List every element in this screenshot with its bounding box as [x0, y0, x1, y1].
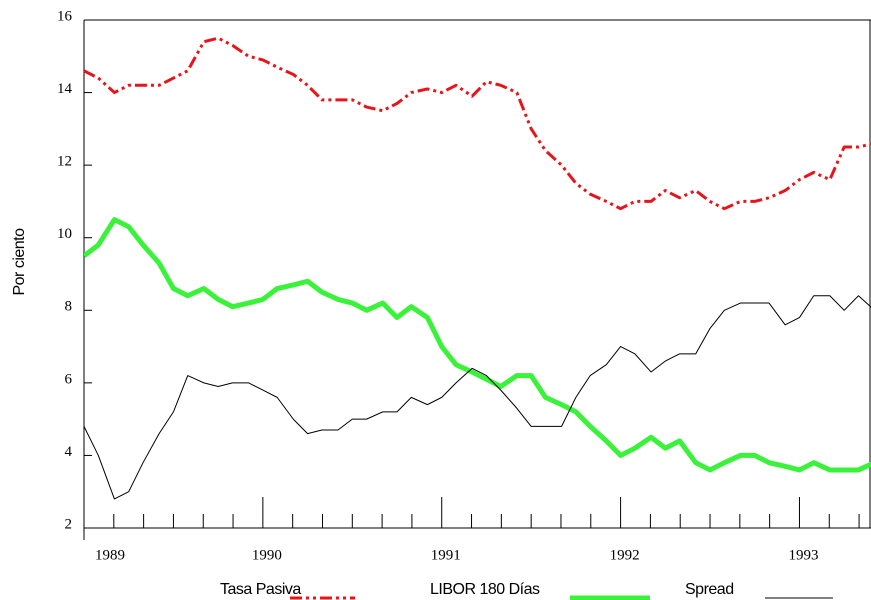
- legend-label: Spread: [685, 581, 734, 598]
- y-tick-label: 8: [65, 299, 73, 315]
- series-line: [84, 295, 871, 500]
- legend-label: Tasa Pasiva: [220, 581, 301, 598]
- plot-area: [84, 36, 871, 500]
- y-tick-label: 16: [57, 8, 73, 24]
- x-tick-label: 1990: [252, 547, 282, 563]
- y-tick-label: 4: [65, 444, 73, 460]
- x-tick-label: 1991: [431, 547, 461, 563]
- y-tick-label: 10: [57, 226, 72, 242]
- y-axis-title: Por ciento: [11, 228, 28, 296]
- y-tick-label: 2: [65, 516, 73, 532]
- series-line: [84, 36, 871, 211]
- x-tick-label: 1992: [610, 547, 640, 563]
- y-tick-label: 6: [65, 371, 73, 387]
- legend-label: LIBOR 180 Días: [430, 581, 540, 598]
- x-tick-label: 1989: [95, 547, 125, 563]
- series-line: [84, 217, 871, 473]
- y-tick-label: 14: [57, 81, 73, 97]
- x-tick-label: 1993: [788, 547, 818, 563]
- y-tick-label: 12: [57, 154, 72, 170]
